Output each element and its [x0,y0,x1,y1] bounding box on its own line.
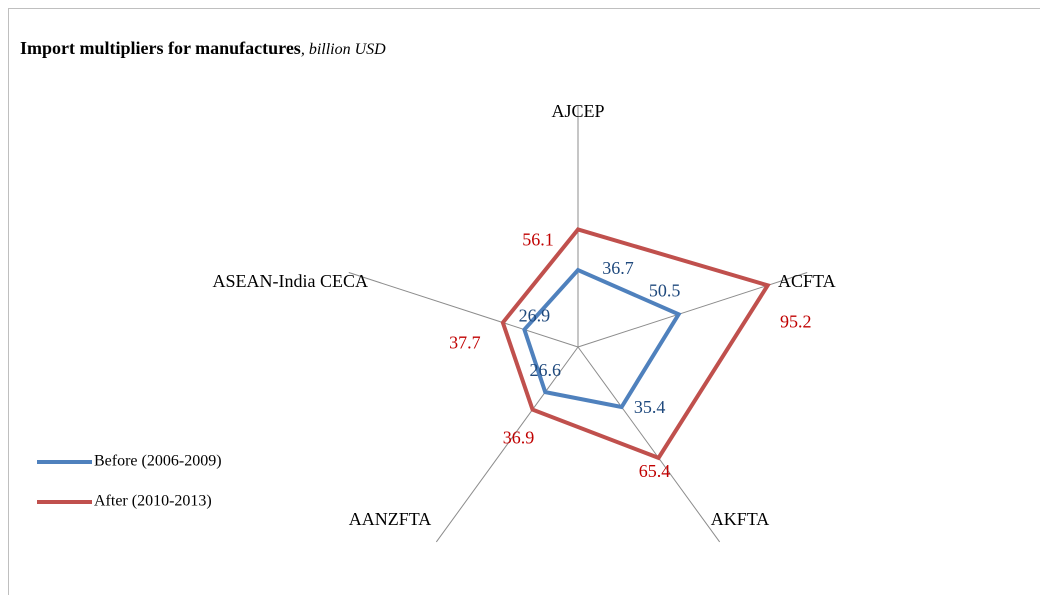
chart-title: Import multipliers for manufactures [20,38,301,58]
axis-label: AJCEP [551,101,604,121]
data-label: 26.6 [529,360,561,380]
axis-label: ACFTA [778,271,836,291]
legend-label: Before (2006-2009) [94,453,222,470]
axis-label: AANZFTA [349,509,432,529]
legend-label: After (2010-2013) [94,493,212,510]
data-label: 36.7 [602,258,634,278]
data-label: 37.7 [449,333,481,353]
axis-label: AKFTA [711,509,770,529]
data-label: 50.5 [649,280,681,300]
chart-title-line: Import multipliers for manufactures, bil… [20,38,386,58]
data-label: 26.9 [519,306,551,326]
axis-label: ASEAN-India CECA [213,271,369,291]
data-label: 95.2 [780,311,812,331]
series-line [503,229,768,457]
chart-subtitle: , billion USD [301,41,386,58]
data-label: 35.4 [634,397,666,417]
data-label: 36.9 [503,428,535,448]
data-label: 65.4 [639,461,671,481]
data-label: 56.1 [522,230,554,250]
axis-spoke [578,347,720,542]
